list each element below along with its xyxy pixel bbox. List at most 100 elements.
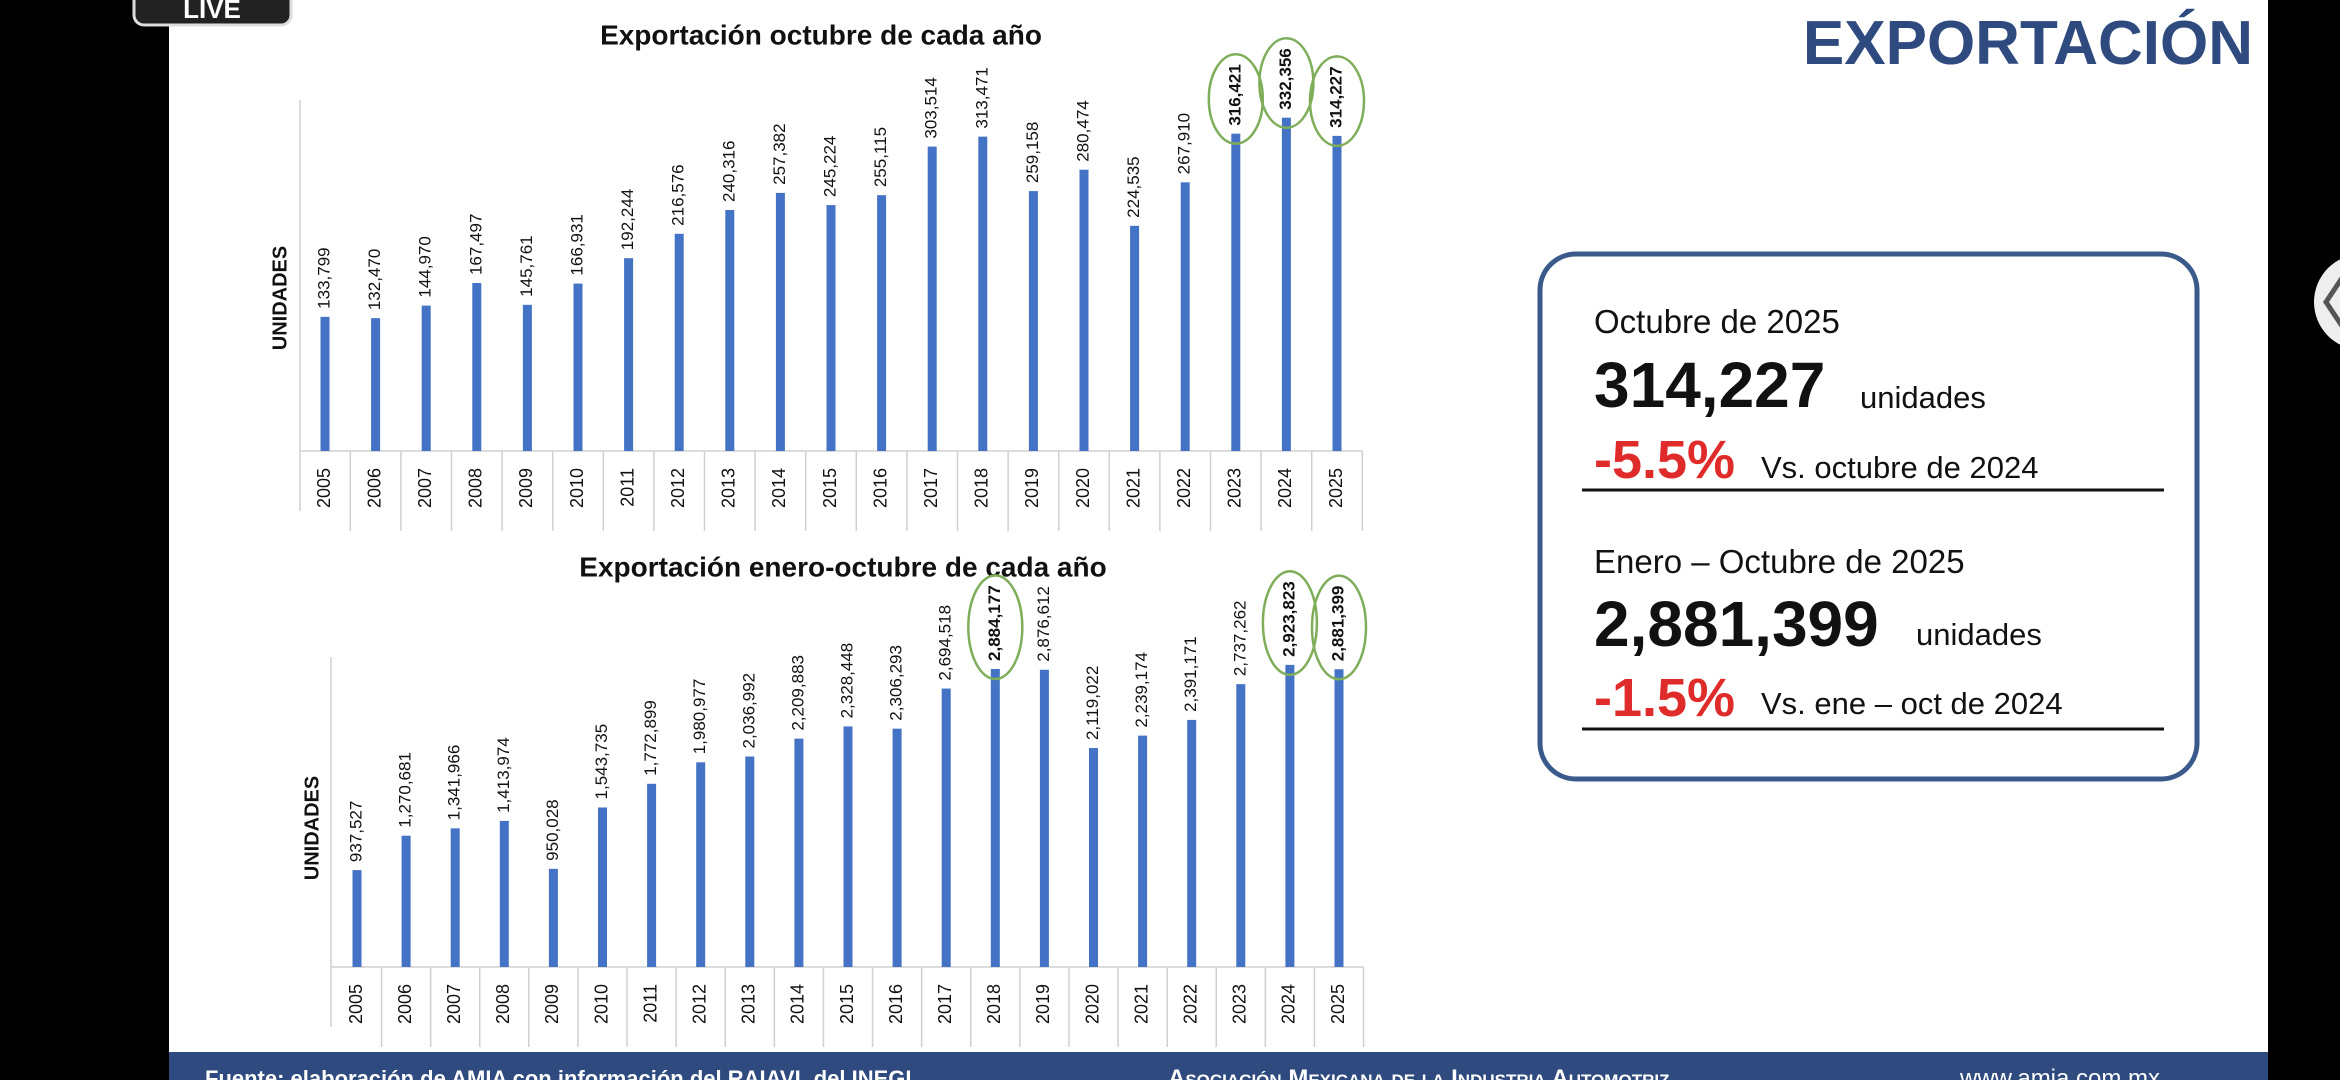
bar bbox=[320, 316, 330, 451]
data-label: 1,413,974 bbox=[494, 737, 513, 813]
bar bbox=[1130, 225, 1140, 451]
data-label: 167,497 bbox=[466, 214, 485, 275]
x-tick-label: 2009 bbox=[516, 468, 536, 508]
highlight-ellipse bbox=[1207, 52, 1265, 145]
x-tick-label: 2022 bbox=[1174, 468, 1194, 508]
x-tick-label: 2008 bbox=[466, 468, 486, 508]
data-label: 2,737,262 bbox=[1230, 601, 1249, 677]
bar bbox=[1180, 182, 1190, 452]
next-chevron bbox=[2322, 276, 2340, 328]
bar bbox=[450, 828, 460, 967]
bar bbox=[1079, 169, 1089, 451]
bar bbox=[401, 835, 411, 967]
data-label: 245,224 bbox=[820, 136, 839, 197]
x-tick-label: 2012 bbox=[668, 468, 688, 508]
x-tick-label: 2011 bbox=[640, 984, 660, 1023]
x-tick-label: 2005 bbox=[346, 984, 366, 1024]
x-tick-label: 2007 bbox=[415, 468, 435, 508]
bar bbox=[371, 318, 381, 451]
x-tick-label: 2021 bbox=[1131, 984, 1151, 1024]
x-tick-label: 2017 bbox=[921, 468, 941, 508]
summary-period: Enero – Octubre de 2025 bbox=[1594, 543, 1965, 580]
x-tick-label: 2010 bbox=[591, 984, 611, 1024]
x-tick-label: 2015 bbox=[837, 984, 857, 1024]
data-label: 144,970 bbox=[416, 236, 435, 297]
bar bbox=[843, 726, 853, 967]
data-label: 1,980,977 bbox=[690, 679, 709, 755]
data-label: 950,028 bbox=[543, 799, 562, 860]
bar bbox=[421, 305, 431, 451]
x-tick-label: 2009 bbox=[542, 984, 562, 1024]
data-label: 313,471 bbox=[972, 67, 991, 128]
x-tick-label: 2021 bbox=[1123, 468, 1143, 508]
x-tick-label: 2025 bbox=[1326, 468, 1346, 508]
bar bbox=[927, 146, 937, 451]
data-label: 303,514 bbox=[922, 77, 941, 138]
summary-change: -5.5% bbox=[1594, 430, 1735, 490]
data-label: 1,772,899 bbox=[641, 700, 660, 776]
y-axis-label: UNIDADES bbox=[269, 246, 291, 350]
data-label: 132,470 bbox=[365, 249, 384, 310]
x-tick-label: 2020 bbox=[1082, 984, 1102, 1024]
x-tick-label: 2007 bbox=[444, 984, 464, 1024]
highlight-ellipse bbox=[1308, 55, 1366, 148]
x-tick-label: 2025 bbox=[1328, 984, 1348, 1024]
x-tick-label: 2006 bbox=[364, 468, 384, 508]
data-label: 2,694,518 bbox=[936, 605, 955, 681]
bar bbox=[472, 283, 482, 451]
data-label: 1,341,966 bbox=[445, 745, 464, 821]
x-tick-label: 2023 bbox=[1230, 984, 1250, 1024]
data-label: 1,270,681 bbox=[396, 752, 415, 828]
data-label: 255,115 bbox=[871, 127, 890, 187]
x-tick-label: 2015 bbox=[820, 468, 840, 508]
bar bbox=[941, 688, 951, 967]
data-label: 2,239,174 bbox=[1132, 652, 1151, 728]
x-tick-label: 2016 bbox=[886, 984, 906, 1024]
bar bbox=[892, 728, 902, 967]
x-tick-label: 2014 bbox=[769, 468, 789, 508]
summary-value: 314,227 bbox=[1594, 349, 1825, 421]
bar bbox=[794, 738, 804, 967]
bar bbox=[1281, 117, 1291, 452]
bar bbox=[775, 192, 785, 451]
data-label: 280,474 bbox=[1073, 100, 1092, 161]
data-label: 259,158 bbox=[1023, 122, 1042, 183]
x-tick-label: 2018 bbox=[984, 984, 1004, 1024]
footer-organization: Asociación Mexicana de la Industria Auto… bbox=[1168, 1065, 1669, 1080]
summary-value: 2,881,399 bbox=[1594, 588, 1879, 660]
x-tick-label: 2008 bbox=[493, 984, 513, 1024]
bar bbox=[647, 783, 657, 967]
data-label: 332,356 bbox=[1276, 48, 1295, 109]
x-tick-label: 2024 bbox=[1275, 468, 1295, 508]
x-tick-label: 2024 bbox=[1279, 984, 1299, 1024]
bar bbox=[1138, 735, 1148, 967]
bar bbox=[725, 209, 735, 451]
bar bbox=[522, 304, 532, 451]
summary-comparison: Vs. ene – oct de 2024 bbox=[1761, 686, 2063, 721]
bar bbox=[990, 668, 1000, 967]
bar bbox=[499, 820, 509, 967]
data-label: 2,876,612 bbox=[1034, 586, 1053, 662]
summary-box bbox=[1537, 251, 2200, 782]
summary-unit: unidades bbox=[1916, 617, 2042, 652]
data-label: 314,227 bbox=[1326, 66, 1345, 127]
data-label: 1,543,735 bbox=[592, 724, 611, 800]
data-label: 240,316 bbox=[719, 141, 738, 202]
x-tick-label: 2012 bbox=[689, 984, 709, 1024]
bar bbox=[1332, 135, 1342, 451]
x-tick-label: 2019 bbox=[1033, 984, 1053, 1024]
summary-change: -1.5% bbox=[1594, 668, 1735, 728]
x-tick-label: 2017 bbox=[935, 984, 955, 1024]
bar bbox=[877, 195, 887, 451]
data-label: 2,391,171 bbox=[1181, 636, 1200, 712]
live-badge bbox=[132, 0, 293, 27]
footer-bar bbox=[169, 1052, 2268, 1080]
footer-website: www.amia.com.mx bbox=[1959, 1065, 2160, 1080]
data-label: 2,881,399 bbox=[1328, 586, 1347, 662]
x-tick-label: 2023 bbox=[1225, 468, 1245, 508]
bar bbox=[598, 807, 607, 967]
highlight-ellipse bbox=[1261, 569, 1319, 677]
highlight-ellipse bbox=[967, 574, 1024, 681]
